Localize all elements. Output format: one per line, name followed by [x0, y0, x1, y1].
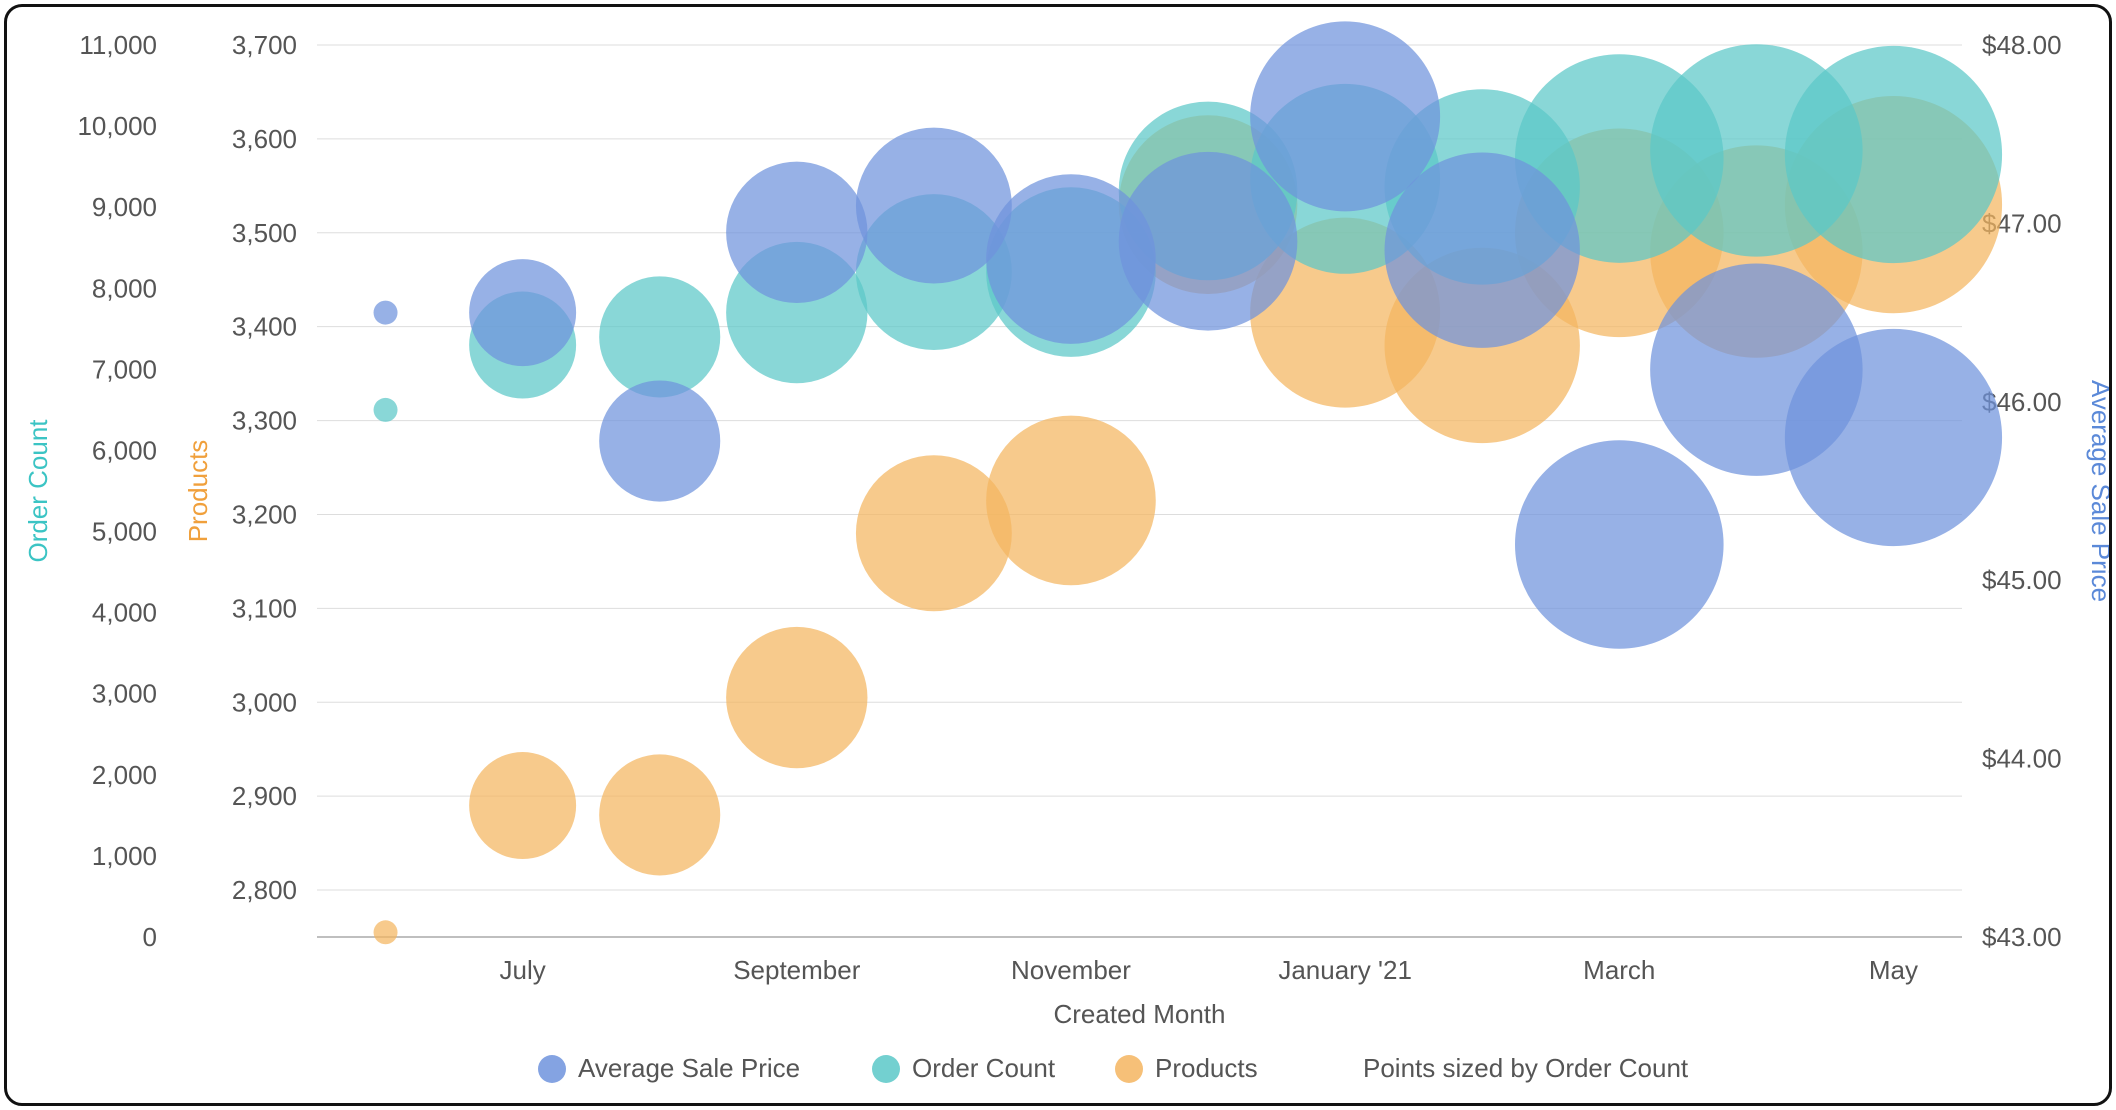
products-bubble[interactable]: [986, 416, 1156, 586]
y-inner-tick: 3,400: [232, 312, 297, 342]
y-right-tick: $44.00: [1982, 744, 2062, 774]
y-inner-tick: 2,800: [232, 875, 297, 905]
x-tick: July: [500, 955, 546, 985]
products-bubble[interactable]: [856, 455, 1012, 611]
x-tick: September: [733, 955, 861, 985]
products-bubble[interactable]: [469, 752, 576, 859]
legend-swatch: [538, 1055, 566, 1083]
order-count-bubble[interactable]: [374, 398, 398, 422]
x-tick: January '21: [1278, 955, 1412, 985]
y-inner-tick: 3,300: [232, 406, 297, 436]
y-right-title: Average Sale Price: [2086, 380, 2112, 602]
y-inner-tick: 3,700: [232, 30, 297, 60]
y-inner-title: Products: [183, 440, 213, 543]
y-inner-tick: 2,900: [232, 781, 297, 811]
y-outer-tick: 5,000: [92, 517, 157, 547]
products-bubble[interactable]: [726, 627, 867, 768]
y-outer-tick: 10,000: [77, 111, 157, 141]
legend-swatch: [872, 1055, 900, 1083]
legend-label: Order Count: [912, 1053, 1056, 1083]
y-outer-tick: 9,000: [92, 192, 157, 222]
avg-sale-price-bubble[interactable]: [374, 301, 398, 325]
products-bubble[interactable]: [599, 754, 720, 875]
y-inner-tick: 3,200: [232, 499, 297, 529]
y-outer-tick: 3,000: [92, 679, 157, 709]
avg-sale-price-bubble[interactable]: [1385, 152, 1580, 347]
y-inner-tick: 3,100: [232, 593, 297, 623]
y-outer-tick: 11,000: [79, 30, 157, 60]
y-outer-tick: 0: [143, 922, 157, 952]
x-tick: March: [1583, 955, 1655, 985]
avg-sale-price-bubble[interactable]: [1119, 152, 1298, 331]
avg-sale-price-bubble[interactable]: [1515, 440, 1724, 649]
avg-sale-price-bubble[interactable]: [1785, 329, 2002, 546]
products-bubble[interactable]: [374, 920, 398, 944]
legend-label: Average Sale Price: [578, 1053, 800, 1083]
y-right-tick: $45.00: [1982, 565, 2062, 595]
y-inner-tick: 3,000: [232, 687, 297, 717]
avg-sale-price-bubble[interactable]: [469, 259, 576, 366]
y-outer-tick: 6,000: [92, 435, 157, 465]
y-outer-tick: 2,000: [92, 760, 157, 790]
order-count-bubble[interactable]: [1785, 46, 2002, 263]
y-right-tick: $48.00: [1982, 30, 2062, 60]
y-inner-tick: 3,500: [232, 218, 297, 248]
y-outer-tick: 8,000: [92, 273, 157, 303]
order-count-bubble[interactable]: [599, 276, 720, 397]
x-axis-title: Created Month: [1054, 999, 1226, 1029]
y-outer-title: Order Count: [23, 419, 53, 563]
legend-label: Products: [1155, 1053, 1258, 1083]
legend-size-note: Points sized by Order Count: [1363, 1053, 1689, 1083]
y-right-tick: $43.00: [1982, 922, 2062, 952]
chart-frame: 0 1,000 2,000 3,000 4,000 5,000 6,000 7,000 8,00…: [4, 4, 2112, 1106]
x-tick: May: [1869, 955, 1918, 985]
y-outer-tick: 1,000: [92, 841, 157, 871]
avg-sale-price-bubble[interactable]: [599, 381, 720, 502]
x-tick: November: [1011, 955, 1131, 985]
y-outer-tick: 4,000: [92, 598, 157, 628]
y-inner-tick: 3,600: [232, 124, 297, 154]
y-outer-tick: 7,000: [92, 354, 157, 384]
avg-sale-price-bubble[interactable]: [726, 162, 867, 303]
legend-swatch: [1115, 1055, 1143, 1083]
bubble-chart-svg: 0 1,000 2,000 3,000 4,000 5,000 6,000 7,000 8,00…: [7, 7, 2112, 1106]
